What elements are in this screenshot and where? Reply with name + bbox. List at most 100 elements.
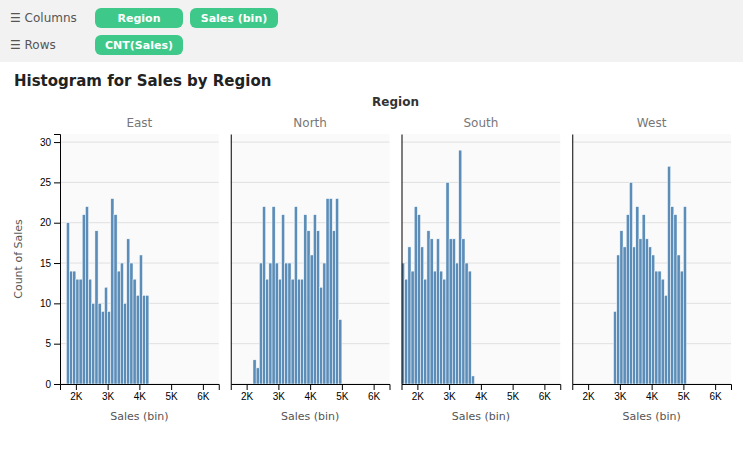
bar	[446, 182, 449, 384]
bar	[291, 279, 294, 384]
tick: 4K	[305, 384, 318, 402]
tick-mark	[417, 384, 418, 390]
plot-background	[231, 134, 390, 384]
bar	[642, 215, 645, 384]
tick-mark	[203, 384, 204, 390]
bar	[623, 247, 626, 384]
bar	[320, 287, 323, 384]
grid-line	[231, 142, 390, 143]
axis-line	[54, 135, 61, 385]
chart: ☰ ColumnsRegionSales (bin)☰ RowsCNT(Sale…	[0, 0, 743, 454]
tick: 0	[45, 379, 60, 390]
bar	[414, 207, 417, 384]
axis-line	[61, 385, 220, 391]
bar	[339, 319, 342, 384]
bar	[143, 295, 146, 384]
bar	[433, 271, 436, 384]
grid-line	[402, 182, 561, 183]
tick-label: 2K	[412, 391, 425, 402]
tick-mark	[310, 384, 311, 390]
x-axis: 2K3K4K5K6K	[402, 384, 561, 402]
tick: 4K	[475, 384, 488, 402]
tick: 5K	[336, 384, 349, 402]
bar	[82, 215, 85, 384]
pill-label: Region	[118, 12, 161, 25]
tick: 6K	[368, 384, 381, 402]
title: Histogram for Sales by Region	[14, 72, 271, 90]
tick-mark	[54, 303, 60, 304]
x-axis-label: Sales (bin)	[452, 410, 510, 423]
tick-mark	[620, 384, 621, 390]
plot-background	[572, 134, 731, 384]
bar	[310, 255, 313, 384]
tick-mark	[54, 223, 60, 224]
pill	[95, 8, 183, 28]
bar	[674, 215, 677, 384]
tick: 5K	[507, 384, 520, 402]
tick-label: 5K	[336, 391, 349, 402]
bar	[427, 231, 430, 384]
bar	[120, 263, 123, 384]
bar	[661, 279, 664, 384]
bar	[652, 255, 655, 384]
header-background	[0, 0, 743, 62]
bar	[98, 303, 101, 384]
bar	[285, 263, 288, 384]
tick-label: 0	[45, 379, 51, 390]
tick: 5K	[678, 384, 691, 402]
bar	[266, 279, 269, 384]
bar	[95, 231, 98, 384]
x-axis-label: Sales (bin)	[281, 410, 339, 423]
tick-mark	[588, 384, 589, 390]
axis-line	[231, 385, 390, 391]
grid-line	[572, 222, 731, 223]
bar	[626, 215, 629, 384]
tick: 2K	[583, 384, 596, 402]
panel: North2K3K4K5K6KSales (bin)	[231, 116, 390, 423]
tick: 3K	[614, 384, 627, 402]
tick: 25	[40, 177, 60, 188]
tick-mark	[54, 344, 60, 345]
tick-label: 5K	[507, 391, 520, 402]
axis-line	[402, 135, 403, 385]
bar	[329, 199, 332, 384]
tick-label: 4K	[134, 391, 147, 402]
tick-mark	[449, 384, 450, 390]
bar	[89, 279, 92, 384]
bar	[408, 247, 411, 384]
tick: 4K	[134, 384, 147, 402]
panel: West2K3K4K5K6KSales (bin)	[572, 116, 731, 423]
tick-label: 25	[40, 177, 52, 188]
tick-mark	[139, 384, 140, 390]
pill	[95, 35, 183, 55]
bar	[443, 279, 446, 384]
bars	[402, 150, 475, 384]
bar	[680, 271, 683, 384]
axis-line	[231, 135, 232, 385]
bar	[421, 247, 424, 384]
tick: 15	[40, 258, 60, 269]
y-axis-label: Count of Sales	[12, 219, 25, 299]
tick-label: 6K	[368, 391, 381, 402]
bar	[288, 263, 291, 384]
bar	[104, 287, 107, 384]
bar	[146, 295, 149, 384]
subtitle: Region	[372, 95, 419, 109]
tick-label: 2K	[583, 391, 596, 402]
tick-label: 4K	[305, 391, 318, 402]
bar	[336, 199, 339, 384]
bar	[417, 215, 420, 384]
bar	[671, 207, 674, 384]
bar	[130, 263, 133, 384]
tick-label: 2K	[70, 391, 83, 402]
header: ☰ ColumnsRegionSales (bin)☰ RowsCNT(Sale…	[10, 8, 278, 55]
bar	[633, 247, 636, 384]
panel: East2K3K4K5K6KSales (bin)051015202530Cou…	[12, 116, 219, 423]
bar	[332, 231, 335, 384]
bar	[617, 255, 620, 384]
bar	[85, 207, 88, 384]
bar	[455, 263, 458, 384]
bar	[645, 239, 648, 384]
tick: 3K	[102, 384, 115, 402]
bar	[108, 311, 111, 384]
